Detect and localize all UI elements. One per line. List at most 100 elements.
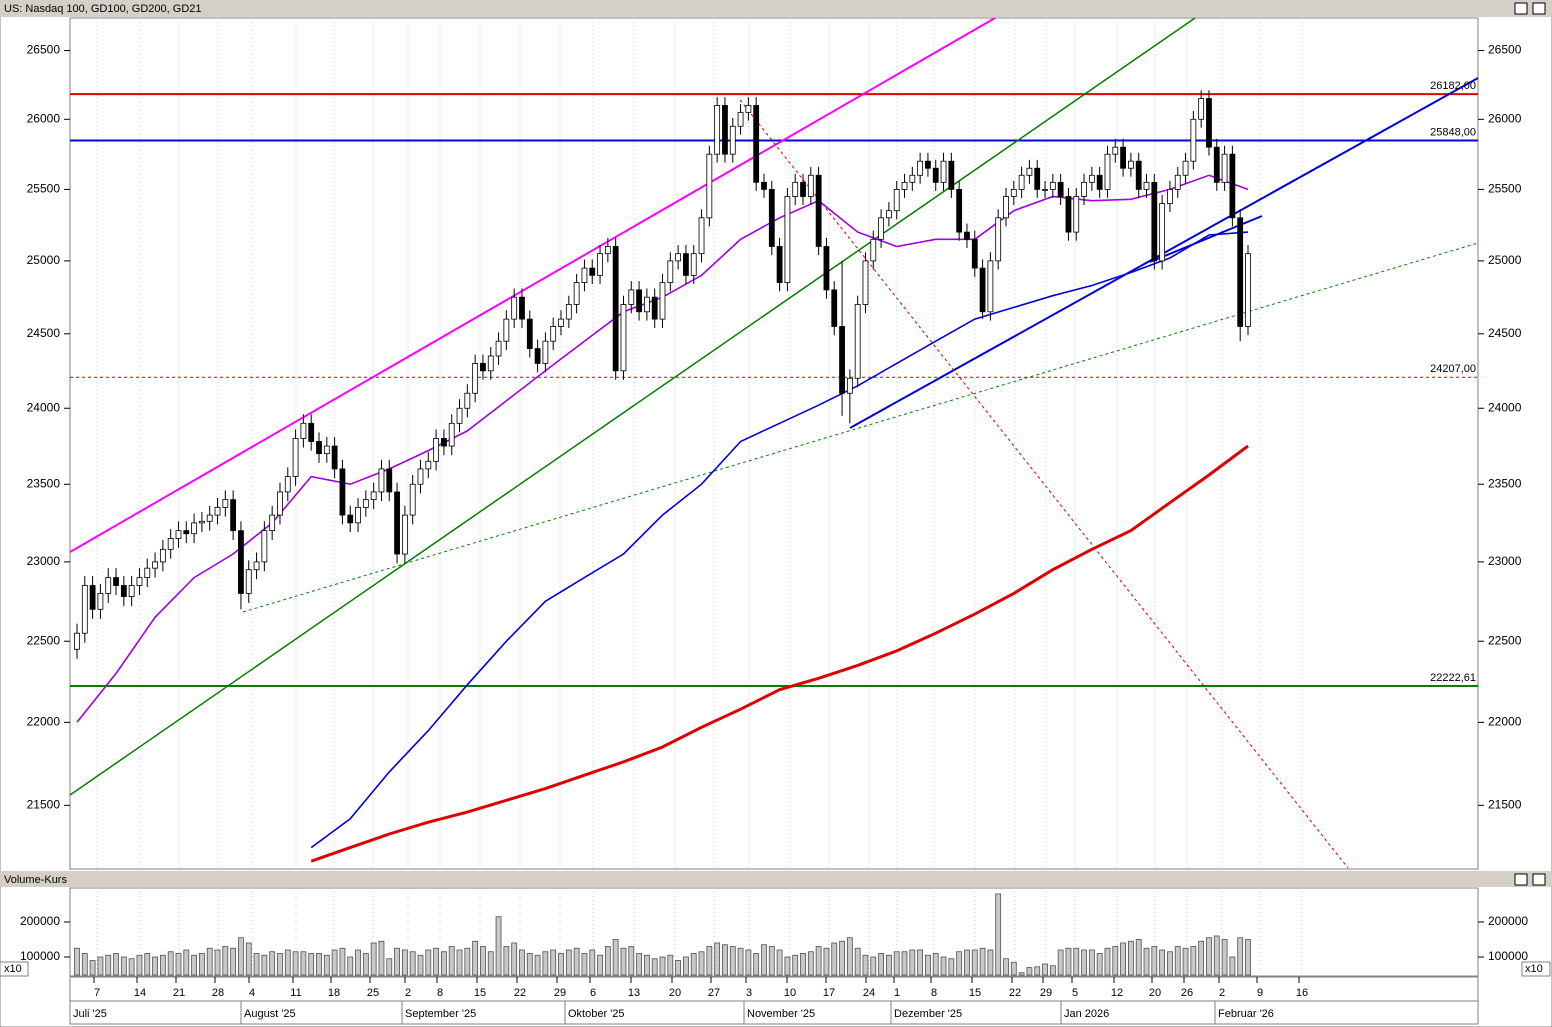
month-label: Jan 2026 (1064, 1008, 1109, 1020)
volume-bar (987, 949, 994, 976)
volume-bar (1034, 966, 1041, 976)
volume-bar (729, 946, 736, 976)
volume-bar (620, 947, 627, 976)
candle-body (495, 340, 502, 357)
volume-bar (480, 946, 486, 976)
volume-bar (643, 954, 650, 976)
volume-bar (1112, 946, 1119, 976)
x-tick-label: 15 (969, 987, 981, 999)
y-tick-label: 21500 (1488, 798, 1522, 812)
candle-body (1081, 181, 1087, 197)
y-tick-label: 200000 (20, 914, 60, 928)
volume-bar (854, 947, 861, 976)
volume-bar (901, 951, 908, 976)
volume-bar (316, 953, 322, 976)
month-label: Oktober '25 (568, 1008, 625, 1020)
volume-bar (550, 949, 557, 976)
candle-body (1221, 153, 1228, 183)
candle-body (199, 520, 205, 524)
candle-body (753, 105, 760, 183)
candle-body (370, 491, 377, 501)
candle-body (456, 407, 463, 424)
close-button[interactable] (1532, 873, 1546, 886)
candle-body (1049, 181, 1056, 190)
candle-body (597, 253, 603, 276)
volume-bar (1198, 940, 1205, 976)
volume-bar (472, 940, 479, 976)
minimize-button[interactable] (1514, 873, 1528, 886)
candle-body (839, 326, 845, 394)
volume-bar (323, 954, 330, 976)
volume-bar (214, 949, 221, 976)
volume-bar (253, 953, 260, 976)
candle-body (74, 632, 80, 650)
minimize-button[interactable] (1514, 2, 1528, 15)
volume-bar (89, 960, 96, 976)
volume-bar (745, 949, 752, 976)
volume-bar (81, 953, 88, 976)
volume-bar (722, 944, 728, 976)
month-label: Dezember '25 (894, 1008, 962, 1020)
y-tick-label: 26000 (1488, 111, 1522, 125)
candle-body (433, 438, 440, 462)
volume-bar (144, 953, 151, 976)
candle-body (323, 445, 330, 455)
volume-bar (441, 951, 447, 976)
candle-body (846, 377, 853, 394)
volume-bar (706, 946, 713, 976)
candle-body (643, 296, 650, 313)
volume-bar (245, 942, 252, 976)
candle-body (519, 296, 525, 320)
candle-body (511, 296, 518, 320)
volume-bar (261, 954, 268, 976)
volume-scale-label: x10 (4, 963, 22, 975)
candle-body (690, 253, 697, 276)
volume-bar (1003, 958, 1009, 976)
x-tick-label: 17 (823, 987, 835, 999)
candle-body (901, 181, 908, 190)
candle-body (987, 260, 994, 313)
volume-bar (979, 947, 986, 976)
x-tick-label: 4 (249, 987, 255, 999)
volume-bar (1128, 940, 1134, 976)
close-button[interactable] (1532, 2, 1546, 15)
volume-bar (1245, 939, 1251, 976)
candle-body (706, 153, 713, 219)
volume-title: Volume-Kurs (4, 874, 67, 886)
candle-body (105, 577, 112, 594)
volume-bar (1096, 953, 1103, 976)
candle-body (948, 160, 955, 190)
x-tick-label: 21 (173, 987, 185, 999)
volume-bar (136, 954, 143, 976)
candle-body (604, 246, 611, 255)
title-bar (0, 0, 1552, 17)
volume-bar (370, 942, 377, 976)
price-pane (69, 17, 1479, 870)
candle-body (940, 160, 947, 183)
candle-body (698, 217, 705, 255)
volume-bar (448, 946, 455, 976)
volume-bar (675, 960, 682, 976)
volume-bar (612, 939, 619, 976)
volume-bar (995, 893, 1002, 976)
volume-bar (183, 949, 190, 976)
level-label: 26182,00 (1430, 80, 1476, 92)
candle-body (526, 318, 533, 349)
scale-box (1521, 961, 1551, 977)
volume-bar (238, 937, 244, 976)
candle-body (238, 530, 244, 594)
x-tick-label: 20 (669, 987, 681, 999)
candle-body (800, 181, 806, 197)
candle-body (932, 167, 939, 183)
volume-bar (573, 947, 580, 976)
volume-bar (1167, 951, 1173, 976)
candle-body (628, 289, 635, 305)
y-tick-label: 26500 (27, 43, 61, 57)
candle-body (1026, 167, 1033, 176)
candle-body (1042, 189, 1048, 191)
candle-body (464, 392, 471, 409)
candle-body (1174, 174, 1181, 190)
x-tick-label: 29 (1040, 987, 1052, 999)
candle-body (1135, 160, 1142, 190)
